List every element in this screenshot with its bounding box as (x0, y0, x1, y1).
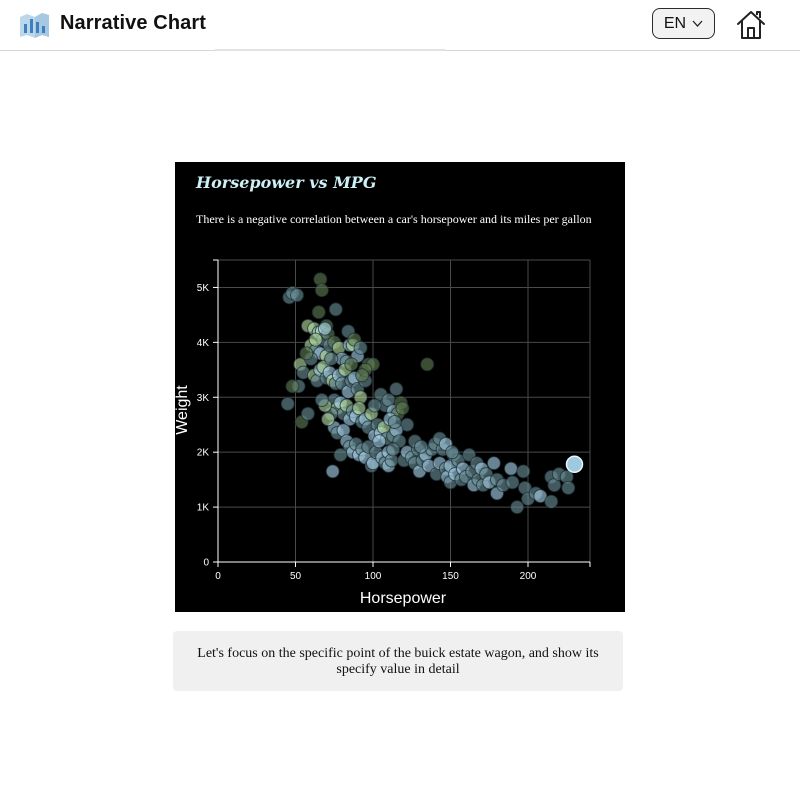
x-tick-label: 100 (365, 571, 382, 582)
data-point[interactable] (544, 494, 559, 509)
data-point[interactable] (389, 382, 404, 397)
data-point[interactable] (324, 351, 339, 366)
y-tick-label: 2K (197, 448, 210, 459)
data-point[interactable] (317, 321, 332, 336)
language-label: EN (663, 14, 687, 32)
y-axis-label: Weight (175, 385, 191, 435)
home-icon[interactable] (735, 9, 767, 41)
data-point[interactable] (395, 401, 410, 416)
data-point[interactable] (333, 447, 348, 462)
data-point[interactable] (314, 283, 329, 298)
x-tick-label: 50 (290, 571, 302, 582)
data-point[interactable] (503, 461, 518, 476)
data-point[interactable] (290, 288, 305, 303)
chart-logo-icon (20, 13, 49, 38)
data-point[interactable] (352, 401, 367, 416)
data-point[interactable] (372, 434, 387, 449)
data-point[interactable] (285, 379, 300, 394)
app-title: Narrative Chart (60, 12, 207, 34)
data-point[interactable] (328, 302, 343, 317)
app-header: Narrative Chart EN (0, 0, 800, 51)
data-point[interactable] (280, 396, 295, 411)
x-axis-label: Horsepower (360, 590, 447, 607)
data-point[interactable] (386, 442, 401, 457)
chart-subtitle: There is a negative correlation between … (196, 212, 592, 226)
data-point[interactable] (300, 406, 315, 421)
axes: 0 50 100 150 200 0 1K 2K 3K 4K 5K (197, 259, 591, 582)
data-point[interactable] (344, 357, 359, 372)
language-selector[interactable]: EN (652, 8, 715, 39)
data-point[interactable] (387, 414, 402, 429)
data-point[interactable] (325, 464, 340, 479)
y-tick-label: 5K (197, 283, 210, 294)
x-tick-label: 150 (442, 571, 459, 582)
data-points (280, 272, 584, 515)
scatter-plot: 0 50 100 150 200 0 1K 2K 3K 4K 5K Horsepower Weigh… (175, 259, 591, 607)
chevron-down-icon (692, 20, 703, 27)
data-point[interactable] (414, 439, 429, 454)
chart-title: Horsepower vs MPG (196, 173, 377, 192)
data-point[interactable] (321, 412, 336, 427)
chart-panel: Horsepower vs MPG There is a negative co… (175, 162, 625, 612)
data-point[interactable] (420, 357, 435, 372)
narrative-caption: Let's focus on the specific point of the… (173, 631, 623, 691)
y-tick-label: 1K (197, 503, 210, 514)
y-tick-label: 4K (197, 338, 210, 349)
data-point[interactable] (308, 332, 323, 347)
data-point[interactable] (299, 346, 314, 361)
data-point[interactable] (367, 398, 382, 413)
x-tick-label: 200 (520, 571, 537, 582)
data-point[interactable] (311, 305, 326, 320)
data-point[interactable] (516, 464, 531, 479)
data-point[interactable] (314, 393, 329, 408)
data-point[interactable] (355, 368, 370, 383)
data-point[interactable] (561, 480, 576, 495)
data-point[interactable] (445, 445, 460, 460)
data-point[interactable] (510, 500, 525, 515)
y-tick-label: 3K (197, 393, 210, 404)
header-divider (215, 49, 445, 51)
y-tick-label: 0 (203, 558, 209, 569)
highlighted-point[interactable] (565, 455, 584, 474)
data-point[interactable] (505, 475, 520, 490)
x-tick-label: 0 (215, 571, 221, 582)
data-point[interactable] (486, 456, 501, 471)
data-point[interactable] (353, 340, 368, 355)
data-point[interactable] (533, 489, 548, 504)
